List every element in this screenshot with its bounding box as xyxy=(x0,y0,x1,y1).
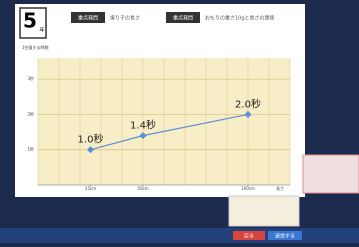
button-label[interactable]: 送信する xyxy=(275,233,295,240)
y-tick-label: 2秒 xyxy=(27,110,34,116)
button-label[interactable]: 戻る xyxy=(244,233,254,240)
toolbar xyxy=(0,228,359,243)
value-label: 1.0秒 xyxy=(78,133,104,146)
thumbnail[interactable] xyxy=(303,155,359,193)
grade: 5 xyxy=(23,9,37,33)
x-tick-label: 50cm xyxy=(137,186,148,191)
tag-text: 振り子の長さ xyxy=(110,15,140,22)
thumbnail[interactable] xyxy=(229,196,299,226)
tag-label: 重点発問 xyxy=(78,15,98,22)
tag-label: 重点発問 xyxy=(173,15,193,22)
x-tick-label: 25cm xyxy=(85,186,96,191)
value-label: 2.0秒 xyxy=(235,97,261,110)
y-tick-label: 1秒 xyxy=(27,146,34,152)
value-label: 1.4秒 xyxy=(130,119,156,132)
tag-text: おもりの重さ10gと長さの関係 xyxy=(205,15,275,22)
screen: 5 年 重点発問 振り子の長さ 重点発問 おもりの重さ10gと長さの関係 1往復… xyxy=(0,0,359,243)
page: 5 年 重点発問 振り子の長さ 重点発問 おもりの重さ10gと長さの関係 1往復… xyxy=(0,0,359,243)
x-axis-title: 長さ xyxy=(276,185,284,191)
y-tick-label: 3秒 xyxy=(27,75,34,81)
grade-unit: 年 xyxy=(39,27,44,34)
y-axis-title: 1往復する時間 xyxy=(22,44,49,50)
x-tick-label: 100cm xyxy=(241,186,255,191)
